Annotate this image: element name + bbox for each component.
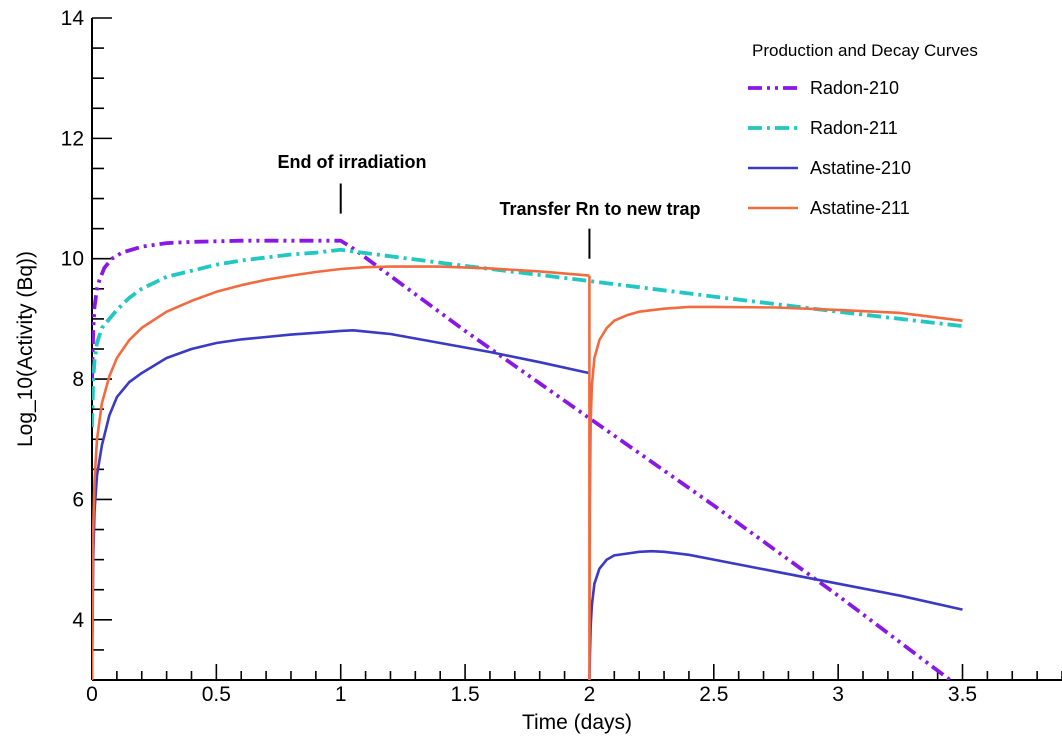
series-line-astatine-211 [92, 265, 590, 680]
x-tick-label: 3 [832, 683, 844, 706]
series-astatine-211 [92, 265, 963, 680]
legend-title: Production and Decay Curves [752, 41, 978, 60]
x-tick-label: 2.5 [699, 683, 728, 706]
y-axis-label: Log_10(Activity (Bq)) [14, 251, 37, 447]
series-line-radon-210 [92, 238, 952, 680]
legend-item-radon-210: Radon-210 [748, 78, 899, 98]
x-tick-label: 1 [335, 683, 347, 706]
annotation-label: Transfer Rn to new trap [499, 199, 700, 219]
legend-label: Radon-210 [810, 78, 899, 98]
series-astatine-210 [92, 328, 963, 680]
legend-item-astatine-211: Astatine-211 [748, 198, 910, 218]
legend-item-radon-211: Radon-211 [748, 118, 898, 138]
legend: Production and Decay Curves Radon-210 Rad… [748, 41, 978, 218]
y-tick-label: 10 [61, 248, 84, 271]
series-line-astatine-210 [588, 549, 963, 680]
series-line-radon-211 [92, 247, 963, 428]
x-tick-label: 3.5 [948, 683, 977, 706]
y-tick-label: 14 [61, 7, 85, 30]
x-axis-ticks: 0 0.5 1 1.5 2 2.5 3 3.5 [86, 664, 1062, 706]
y-axis-ticks: 4 6 8 10 12 14 [61, 7, 112, 681]
legend-item-astatine-210: Astatine-210 [748, 158, 911, 178]
data-series [92, 238, 963, 680]
x-tick-label: 2 [584, 683, 596, 706]
series-radon-210 [92, 238, 952, 680]
axes [91, 18, 1062, 681]
series-line-astatine-210 [92, 328, 590, 680]
x-tick-label: 0.5 [202, 683, 231, 706]
series-line-astatine-211 [588, 275, 963, 680]
y-tick-label: 6 [72, 488, 84, 511]
x-tick-label: 1.5 [450, 683, 479, 706]
x-axis-label: Time (days) [522, 711, 632, 734]
legend-label: Astatine-211 [810, 198, 910, 218]
legend-label: Radon-211 [810, 118, 898, 138]
y-tick-label: 8 [72, 368, 84, 391]
x-tick-label: 0 [86, 683, 98, 706]
y-tick-label: 12 [61, 127, 84, 150]
annotation-label: End of irradiation [277, 152, 426, 172]
legend-label: Astatine-210 [810, 158, 911, 178]
annotations: End of irradiation Transfer Rn to new tra… [277, 152, 701, 259]
series-radon-211 [92, 247, 963, 428]
y-tick-label: 4 [72, 609, 84, 632]
